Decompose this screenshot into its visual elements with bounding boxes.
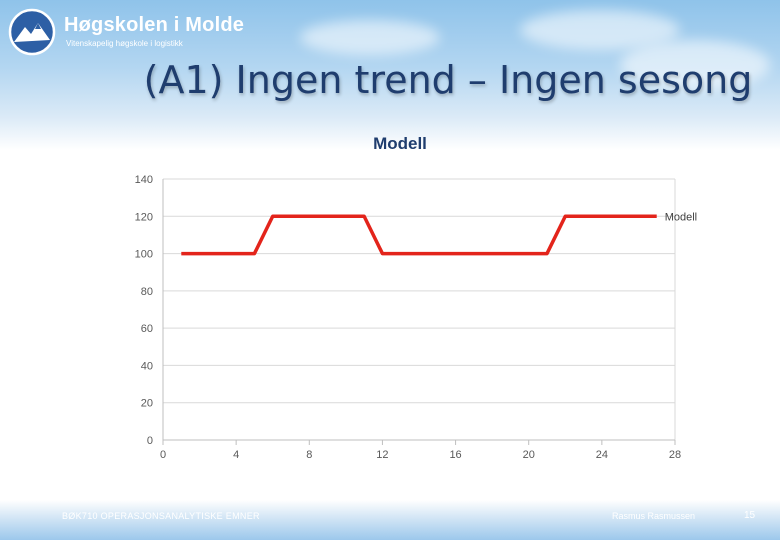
slide-title: (A1) Ingen trend – Ingen sesong (143, 58, 753, 102)
y-tick-label: 40 (141, 360, 153, 372)
author-name: Rasmus Rasmussen (612, 511, 696, 521)
x-tick-label: 8 (306, 449, 312, 461)
page-number: 15 (744, 510, 756, 521)
cloud-decoration (620, 40, 770, 90)
footer-background (0, 500, 780, 540)
y-tick-label: 20 (141, 398, 153, 410)
institution-tagline: Vitenskapelig høgskole i logistikk (66, 39, 183, 48)
cloud-decoration (300, 20, 440, 55)
chart-title: Modell (373, 134, 427, 153)
y-tick-label: 140 (135, 174, 153, 186)
y-tick-label: 60 (141, 323, 153, 335)
x-tick-label: 16 (449, 449, 461, 461)
x-tick-label: 4 (233, 449, 239, 461)
institution-logo-icon (8, 8, 56, 56)
x-tick-label: 20 (523, 449, 535, 461)
y-tick-label: 100 (135, 249, 153, 261)
x-tick-label: 0 (160, 449, 166, 461)
x-tick-label: 12 (376, 449, 388, 461)
y-tick-label: 120 (135, 211, 153, 223)
y-tick-label: 80 (141, 286, 153, 298)
series-label: Modell (665, 211, 697, 223)
x-tick-label: 24 (596, 449, 608, 461)
institution-name: Høgskolen i Molde (64, 14, 245, 36)
course-name: BØK710 OPERASJONSANALYTISKE EMNER (62, 511, 260, 521)
x-tick-label: 28 (669, 449, 681, 461)
series-line (181, 214, 657, 256)
y-tick-label: 0 (147, 435, 153, 447)
